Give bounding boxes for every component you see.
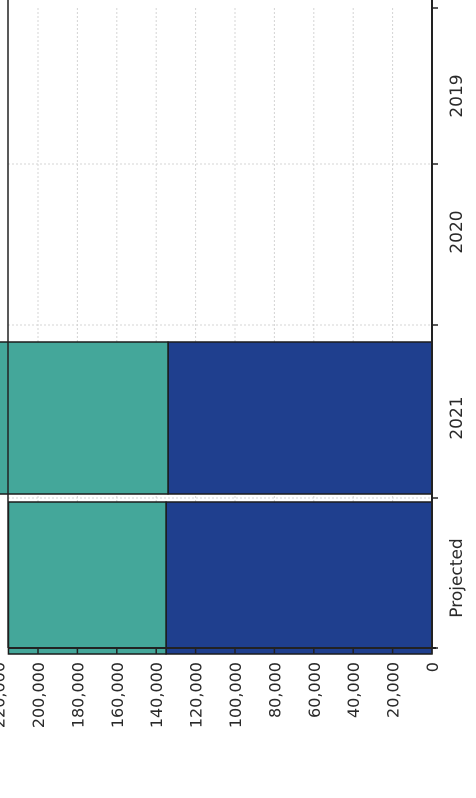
value-tick-label: 0 <box>423 662 442 672</box>
category-label: 2020 <box>447 210 467 253</box>
axes-group <box>7 0 438 649</box>
bar-segment <box>165 501 433 655</box>
value-tick-label: 100,000 <box>226 662 245 728</box>
value-tick-label: 80,000 <box>265 662 284 718</box>
value-tick-label: 160,000 <box>108 662 127 728</box>
category-axis-labels: 2019 2020 2021 Projected <box>447 74 467 617</box>
value-tick-label: 60,000 <box>305 662 324 718</box>
category-label: 2019 <box>447 74 467 117</box>
category-label: 2021 <box>447 396 467 439</box>
bar-segment <box>7 501 167 655</box>
value-tick-label: 200,000 <box>29 662 48 728</box>
value-tick-label: 220,000 <box>0 662 9 728</box>
value-tick-label: 120,000 <box>187 662 206 728</box>
value-tick-label: 140,000 <box>147 662 166 728</box>
value-axis-ticks: 0 20,000 40,000 60,000 80,000 100,000 120,000 1… <box>0 648 442 728</box>
value-tick-label: 20,000 <box>384 662 403 718</box>
bar-segment <box>167 341 433 495</box>
bar-segment <box>0 341 169 495</box>
value-tick-label: 40,000 <box>344 662 363 718</box>
bars-group <box>0 341 433 655</box>
value-tick-label: 180,000 <box>68 662 87 728</box>
category-label: Projected <box>447 538 467 617</box>
